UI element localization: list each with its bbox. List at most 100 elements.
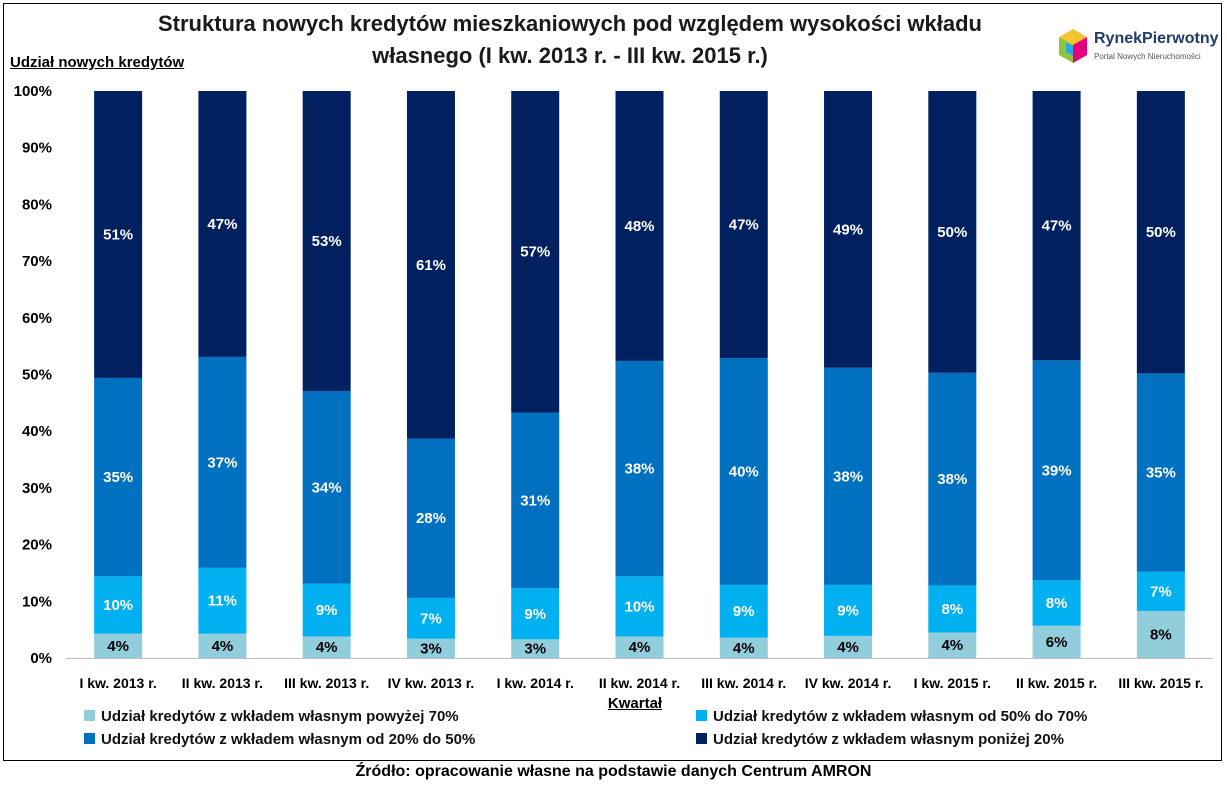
data-label: 31% bbox=[520, 492, 550, 509]
bar-segment bbox=[406, 638, 455, 658]
x-tick-label: III kw. 2015 r. bbox=[1118, 675, 1203, 691]
bar-segment bbox=[928, 632, 977, 658]
bar-segment bbox=[824, 367, 873, 585]
x-tick-label: IV kw. 2014 r. bbox=[805, 675, 892, 691]
legend-swatch bbox=[84, 710, 95, 721]
x-axis-label: Kwartał bbox=[607, 695, 663, 712]
bar-segment bbox=[1136, 571, 1185, 611]
bar-segment bbox=[615, 360, 664, 577]
bar-segment bbox=[198, 633, 247, 658]
x-tick-label: I kw. 2014 r. bbox=[497, 675, 574, 691]
data-label: 4% bbox=[733, 640, 755, 657]
bar-segment bbox=[94, 91, 143, 378]
x-tick-label: IV kw. 2013 r. bbox=[388, 675, 475, 691]
source-note: Źródło: opracowanie własne na podstawie … bbox=[355, 763, 872, 780]
data-label: 50% bbox=[1146, 224, 1176, 241]
x-tick-label: I kw. 2015 r. bbox=[914, 675, 991, 691]
y-tick-label: 50% bbox=[22, 367, 52, 384]
y-axis-label: Udział nowych kredytów bbox=[10, 54, 185, 71]
y-tick-label: 60% bbox=[22, 310, 52, 327]
data-label: 10% bbox=[103, 597, 133, 614]
data-label: 9% bbox=[837, 602, 859, 619]
logo-name: RynekPierwotny bbox=[1094, 30, 1219, 47]
data-label: 61% bbox=[416, 257, 446, 274]
bar-segment bbox=[198, 91, 247, 357]
data-label: 47% bbox=[729, 217, 759, 234]
data-label: 3% bbox=[524, 641, 546, 658]
data-label: 8% bbox=[1150, 626, 1172, 643]
x-tick-label: III kw. 2013 r. bbox=[284, 675, 369, 691]
data-label: 9% bbox=[524, 606, 546, 623]
bar-segment bbox=[406, 597, 455, 639]
bar-segment bbox=[615, 91, 664, 361]
legend-swatch bbox=[84, 733, 95, 744]
legend-label: Udział kredytów z wkładem własnym poniże… bbox=[713, 731, 1064, 748]
bar-segment bbox=[511, 588, 560, 640]
y-tick-label: 10% bbox=[22, 593, 52, 610]
bar-segment bbox=[406, 438, 455, 598]
house-cube-icon bbox=[1059, 29, 1087, 63]
bar-segment bbox=[94, 633, 143, 658]
bar-segment bbox=[719, 358, 768, 585]
bar-segment bbox=[824, 635, 873, 658]
data-label: 10% bbox=[624, 598, 654, 615]
data-label: 38% bbox=[937, 471, 967, 488]
bar-segment bbox=[94, 377, 143, 577]
x-tick-label: II kw. 2014 r. bbox=[599, 675, 680, 691]
logo-subtitle: Portal Nowych Nieruchomości bbox=[1094, 52, 1201, 61]
data-label: 47% bbox=[1042, 218, 1072, 235]
legend-item-20to50: Udział kredytów z wkładem własnym od 20%… bbox=[84, 731, 475, 748]
data-label: 34% bbox=[312, 479, 342, 496]
y-tick-label: 70% bbox=[22, 253, 52, 270]
bar-segment bbox=[198, 567, 247, 634]
data-label: 4% bbox=[941, 637, 963, 654]
x-tick-label: III kw. 2014 r. bbox=[701, 675, 786, 691]
bar-segment bbox=[302, 91, 351, 391]
stacked-bar-chart: 0% 10% 20% 30% 40% 50% 60% 70% 80% 90% 100% 4% 10% 35… bbox=[14, 83, 1213, 691]
bar-segment bbox=[719, 91, 768, 359]
bar-segment bbox=[302, 583, 351, 637]
bar-segment bbox=[824, 91, 873, 368]
data-label: 28% bbox=[416, 510, 446, 527]
legend-label: Udział kredytów z wkładem własnym od 50%… bbox=[713, 708, 1088, 725]
bar-segment bbox=[1032, 625, 1081, 658]
bar-segment bbox=[928, 91, 977, 373]
data-label: 4% bbox=[212, 638, 234, 655]
bar-segment bbox=[511, 412, 560, 589]
data-label: 8% bbox=[1046, 595, 1068, 612]
data-label: 9% bbox=[733, 603, 755, 620]
y-tick-label: 0% bbox=[30, 650, 52, 667]
bar-segment bbox=[1136, 373, 1185, 572]
bar-segment bbox=[302, 636, 351, 658]
bar-segment bbox=[928, 372, 977, 586]
y-tick-label: 20% bbox=[22, 537, 52, 554]
data-label: 7% bbox=[1150, 583, 1172, 600]
bar-segment bbox=[615, 636, 664, 658]
x-tick-label: I kw. 2013 r. bbox=[79, 675, 156, 691]
bar-segment bbox=[719, 637, 768, 658]
bar-segment bbox=[198, 356, 247, 568]
data-label: 35% bbox=[1146, 465, 1176, 482]
bar-segment bbox=[928, 585, 977, 633]
bar-segment bbox=[1136, 91, 1185, 374]
bar-segment bbox=[824, 584, 873, 636]
data-label: 51% bbox=[103, 226, 133, 243]
legend-swatch bbox=[696, 733, 707, 744]
data-label: 40% bbox=[729, 463, 759, 480]
data-label: 35% bbox=[103, 469, 133, 486]
data-label: 53% bbox=[312, 233, 342, 250]
data-label: 57% bbox=[520, 244, 550, 261]
data-label: 4% bbox=[316, 639, 338, 656]
bar-segment bbox=[719, 584, 768, 638]
x-tick-label: II kw. 2013 r. bbox=[182, 675, 263, 691]
legend-item-below20: Udział kredytów z wkładem własnym poniże… bbox=[696, 731, 1064, 748]
data-label: 48% bbox=[624, 218, 654, 235]
bar-segment bbox=[1032, 360, 1081, 581]
y-tick-label: 30% bbox=[22, 480, 52, 497]
bar-segment bbox=[511, 91, 560, 413]
data-label: 6% bbox=[1046, 634, 1068, 651]
data-label: 9% bbox=[316, 602, 338, 619]
chart-frame bbox=[3, 3, 1222, 761]
bar-segment bbox=[302, 390, 351, 584]
data-label: 8% bbox=[941, 601, 963, 618]
